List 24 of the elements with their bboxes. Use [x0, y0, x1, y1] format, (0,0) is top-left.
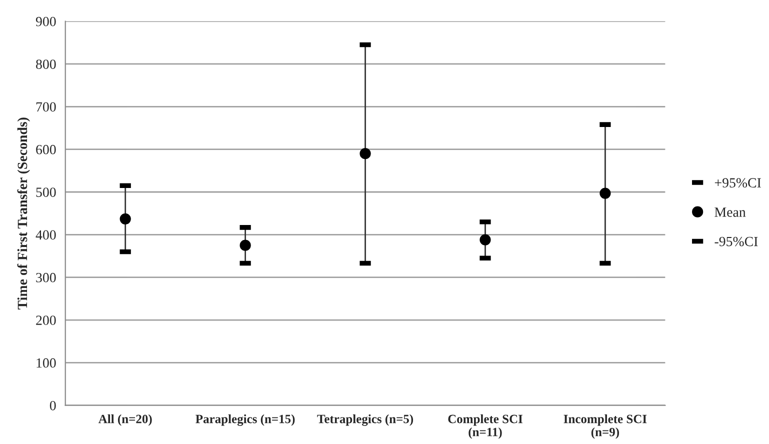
y-tick-label: 700	[36, 102, 56, 112]
point	[120, 213, 131, 224]
x-tick-label: Complete SCI (n=11)	[448, 414, 522, 439]
point	[480, 234, 491, 246]
x-tick-label: Tetraplegics (n=5)	[317, 414, 414, 426]
y-tick-label: 600	[36, 144, 56, 154]
point	[360, 148, 371, 160]
legend-label: -95%CI	[714, 236, 758, 246]
y-tick-label: 400	[36, 230, 56, 240]
y-tick-label: 0	[50, 400, 56, 410]
x-tick-label: All (n=20)	[98, 414, 152, 426]
legend-label: Mean	[714, 208, 746, 217]
y-tick-label: 900	[36, 16, 56, 26]
y-tick-label: 300	[36, 272, 56, 282]
y-tick-label: 500	[36, 188, 56, 197]
point	[600, 188, 611, 199]
y-axis-title: Time of First Transfer (Seconds)	[17, 118, 30, 310]
point	[240, 240, 251, 251]
x-tick-label: Incomplete SCI (n=9)	[564, 414, 647, 439]
y-tick-label: 200	[36, 316, 56, 325]
x-tick-label: Paraplegics (n=15)	[196, 414, 295, 426]
y-tick-label: 800	[36, 60, 56, 69]
y-tick-label: 100	[36, 358, 56, 368]
legend-label: +95%CI	[714, 178, 761, 188]
